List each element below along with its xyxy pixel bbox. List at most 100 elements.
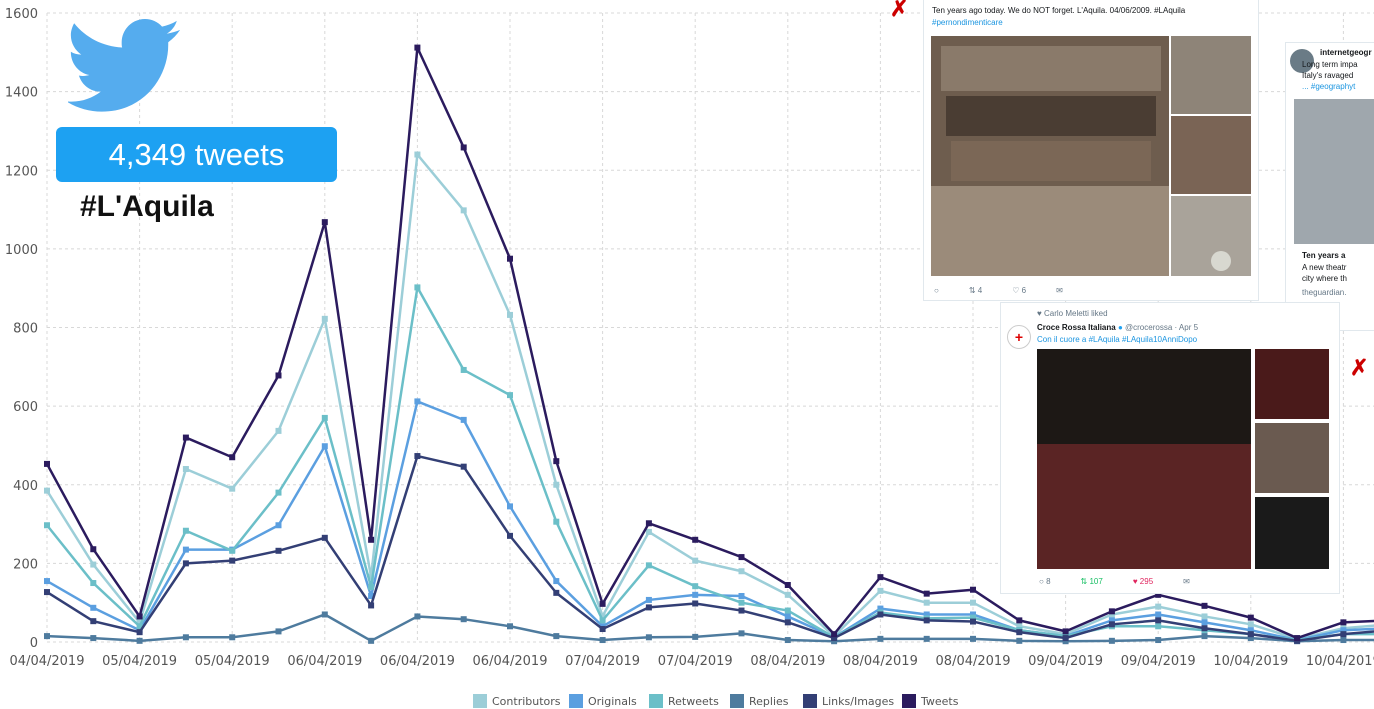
data-point [460,144,467,151]
data-point [1201,625,1208,632]
data-point [460,366,467,373]
data-point [275,628,282,635]
data-point [645,528,652,535]
data-point [645,520,652,527]
link-card-line-2: city where th [1302,274,1347,283]
message-icon[interactable]: ✉ [1183,577,1190,586]
data-point [44,522,50,529]
data-point [1108,611,1115,618]
data-point [507,311,513,318]
data-point [831,638,838,645]
legend-swatch [803,694,817,708]
reply-icon[interactable]: ○ [934,286,939,295]
like-icon[interactable]: ♥ 295 [1132,577,1154,586]
tweet-line-2: Italy's ravaged [1302,71,1354,80]
retweet-count: 4 [977,286,983,295]
tweet-card-1: Ten years ago today. We do NOT forget. L… [923,0,1259,301]
tweet-line-3[interactable]: ... #geographyt [1302,82,1356,91]
data-point [1201,619,1208,626]
data-point [553,578,560,585]
data-point [229,547,236,554]
data-point [44,633,50,640]
y-tick-label: 1200 [5,164,38,179]
red-cross-avatar: + [1007,325,1031,349]
data-point [1155,603,1162,610]
data-point [1201,633,1208,640]
like-count: 6 [1021,286,1027,295]
link-card-title: Ten years a [1302,251,1346,260]
data-point [1247,627,1254,634]
retweet-icon[interactable]: ⇅ 4 [968,286,983,295]
data-point [970,611,976,618]
data-point [877,574,884,581]
data-point [275,489,282,496]
data-point [692,633,699,640]
data-point [784,619,791,626]
scribble-mark: ✗ [890,0,909,21]
x-tick-label: 10/04/2019 [1306,654,1374,669]
x-tick-label: 07/04/2019 [658,654,733,669]
data-point [460,207,467,214]
data-point [182,546,189,553]
data-point [368,637,375,644]
data-point [1247,631,1254,638]
y-tick-label: 1600 [5,7,38,22]
message-icon[interactable]: ✉ [1056,286,1063,295]
data-point [507,503,513,510]
data-point [1062,628,1069,635]
data-point [229,454,236,461]
data-point [645,562,652,569]
data-point [1340,627,1347,634]
x-tick-label: 07/04/2019 [565,654,640,669]
legend-item: Contributors [473,694,561,708]
data-point [229,485,236,492]
legend-label: Replies [749,695,789,708]
legend-label: Contributors [492,695,561,708]
data-point [1247,614,1254,621]
data-point [599,600,606,607]
legend-swatch [649,694,663,708]
tweet-author: Croce Rossa Italiana [1037,323,1116,332]
tweet-hashtag[interactable]: #pernondimenticare [932,18,1003,27]
data-point [738,568,745,575]
data-point [784,637,791,644]
x-tick-label: 06/04/2019 [380,654,455,669]
data-point [553,481,560,488]
data-point [831,631,838,638]
legend-swatch [569,694,583,708]
tweet-count-badge: 4,349 tweets [56,127,337,182]
data-point [970,618,976,625]
data-point [738,630,745,637]
data-point [831,635,838,642]
data-point [90,561,97,568]
x-tick-label: 05/04/2019 [195,654,270,669]
data-point [460,616,467,623]
data-point [1062,638,1069,645]
data-point [368,536,375,543]
series-lines [44,44,1374,645]
data-point [877,635,884,642]
x-tick-label: 08/04/2019 [750,654,825,669]
retweet-icon[interactable]: ⇅ 107 [1080,577,1103,586]
reply-icon[interactable]: ○ 8 [1039,577,1051,586]
data-point [1108,621,1115,628]
data-point [44,589,50,596]
data-point [414,398,421,405]
data-point [90,580,97,587]
data-point [136,637,143,644]
link-card-domain[interactable]: theguardian. [1302,288,1347,297]
like-icon[interactable]: ♡ 6 [1012,286,1027,295]
data-point [229,634,236,641]
x-tick-label: 08/04/2019 [936,654,1011,669]
data-point [1062,635,1069,642]
legend-label: Links/Images [822,695,894,708]
data-point [507,392,513,399]
x-tick-label: 04/04/2019 [10,654,85,669]
data-point [877,605,884,612]
data-point [692,557,699,564]
legend-label: Retweets [668,695,719,708]
data-point [1155,591,1162,598]
series-line [45,153,1374,641]
y-tick-label: 600 [13,400,38,415]
